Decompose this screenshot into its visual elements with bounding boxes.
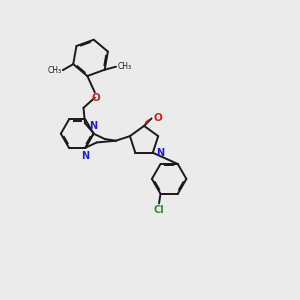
Text: CH₃: CH₃ [117,62,131,71]
Text: CH₃: CH₃ [47,66,61,75]
Text: N: N [156,148,164,158]
Text: O: O [153,112,162,122]
Text: O: O [91,93,100,103]
Text: N: N [89,121,98,131]
Text: Cl: Cl [154,205,164,215]
Text: N: N [81,151,89,161]
